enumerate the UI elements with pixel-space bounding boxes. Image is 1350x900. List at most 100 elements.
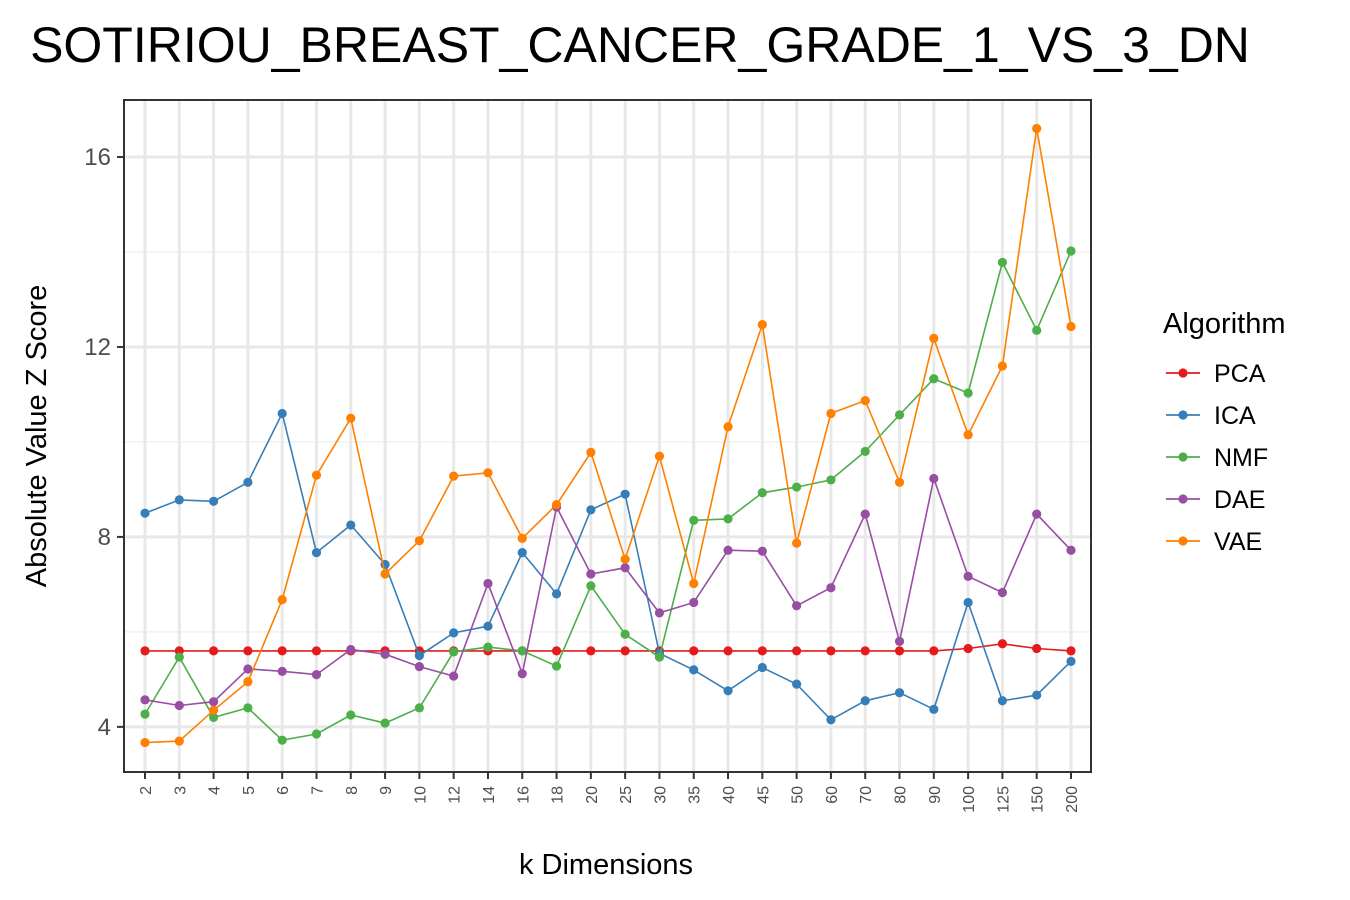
x-axis-title: k Dimensions bbox=[519, 849, 693, 881]
data-point bbox=[414, 536, 424, 546]
data-point bbox=[826, 583, 836, 593]
x-tick-label: 3 bbox=[172, 786, 189, 795]
data-point bbox=[140, 709, 150, 719]
data-point bbox=[449, 671, 459, 681]
legend-label: DAE bbox=[1214, 486, 1265, 514]
data-point bbox=[243, 477, 253, 487]
data-point bbox=[517, 533, 527, 543]
data-point bbox=[243, 646, 253, 656]
data-point bbox=[517, 646, 527, 656]
data-point bbox=[792, 482, 802, 492]
x-tick-label: 18 bbox=[550, 786, 567, 804]
data-point bbox=[963, 597, 973, 608]
data-point bbox=[860, 446, 870, 457]
data-point bbox=[689, 515, 699, 525]
data-point bbox=[140, 695, 150, 705]
data-point bbox=[586, 505, 596, 515]
series-pca bbox=[140, 639, 1076, 656]
data-point bbox=[1032, 690, 1042, 700]
x-tick-label: 25 bbox=[618, 786, 635, 804]
data-point bbox=[346, 710, 356, 720]
x-tick-label: 45 bbox=[755, 786, 772, 804]
x-tick-label: 10 bbox=[412, 786, 429, 804]
data-point bbox=[723, 422, 733, 432]
plot-panel-border bbox=[123, 99, 1092, 773]
data-point bbox=[997, 257, 1008, 268]
data-point bbox=[1032, 325, 1042, 335]
x-tick-label: 200 bbox=[1064, 786, 1081, 813]
legend-key-point bbox=[1178, 536, 1188, 546]
data-point bbox=[483, 621, 493, 631]
x-tick-label: 90 bbox=[927, 786, 944, 804]
legend-item-dae: DAE bbox=[1166, 486, 1265, 514]
data-point bbox=[586, 646, 596, 656]
data-point bbox=[174, 495, 184, 505]
data-point bbox=[380, 569, 390, 579]
data-point bbox=[620, 489, 630, 499]
data-point bbox=[208, 705, 219, 715]
data-point bbox=[243, 703, 253, 713]
series-line bbox=[145, 642, 1072, 652]
data-point bbox=[311, 470, 322, 480]
data-point bbox=[929, 646, 939, 656]
y-axis: 4 8 12 16 bbox=[84, 144, 124, 741]
legend: Algorithm PCA ICA NMF DAE VAE bbox=[1163, 308, 1286, 556]
data-point bbox=[860, 646, 870, 656]
x-tick-label: 50 bbox=[790, 786, 807, 804]
data-point bbox=[723, 686, 733, 696]
data-point bbox=[174, 736, 184, 746]
y-axis-title: Absolute Value Z Score bbox=[21, 285, 53, 588]
data-point bbox=[620, 563, 630, 573]
data-point bbox=[860, 509, 870, 519]
data-point bbox=[929, 473, 939, 484]
data-point bbox=[929, 704, 939, 714]
data-point bbox=[346, 644, 356, 655]
data-point bbox=[757, 488, 767, 498]
x-tick-label: 60 bbox=[824, 786, 841, 804]
data-point bbox=[894, 646, 905, 656]
data-point bbox=[723, 514, 733, 524]
data-point bbox=[140, 508, 150, 518]
x-axis: 2 3 4 5 6 7 8 9 10 12 14 16 18 20 25 30 35 40 45 50 60 70 80 90… bbox=[138, 772, 1081, 813]
x-tick-label: 8 bbox=[344, 786, 361, 795]
data-point bbox=[414, 651, 424, 661]
data-point bbox=[689, 578, 699, 589]
data-point bbox=[826, 475, 836, 485]
data-point bbox=[380, 718, 390, 728]
legend-label: ICA bbox=[1214, 402, 1256, 430]
x-tick-label: 30 bbox=[652, 786, 669, 804]
data-point bbox=[243, 664, 253, 674]
x-tick-label: 9 bbox=[378, 786, 395, 795]
data-point bbox=[723, 545, 733, 555]
data-point bbox=[517, 547, 527, 558]
x-tick-label: 125 bbox=[995, 786, 1012, 813]
legend-item-ica: ICA bbox=[1166, 402, 1256, 430]
x-tick-label: 4 bbox=[207, 786, 224, 795]
data-point bbox=[586, 447, 596, 457]
data-point bbox=[620, 646, 630, 656]
legend-label: VAE bbox=[1214, 528, 1262, 556]
data-point bbox=[277, 666, 287, 676]
x-tick-label: 6 bbox=[275, 786, 292, 795]
data-point bbox=[792, 679, 802, 689]
data-point bbox=[792, 601, 802, 611]
data-point bbox=[551, 500, 562, 510]
data-point bbox=[483, 468, 493, 478]
data-point bbox=[963, 388, 973, 398]
data-point bbox=[929, 333, 939, 344]
data-point bbox=[551, 661, 562, 671]
y-tick-label: 16 bbox=[84, 144, 111, 171]
data-point bbox=[826, 715, 836, 725]
data-point bbox=[997, 587, 1008, 598]
legend-title: Algorithm bbox=[1163, 308, 1286, 340]
data-point bbox=[517, 669, 527, 679]
legend-item-pca: PCA bbox=[1166, 360, 1266, 388]
x-tick-label: 2 bbox=[138, 786, 155, 795]
data-point bbox=[174, 652, 184, 662]
data-point bbox=[997, 361, 1008, 371]
data-point bbox=[414, 661, 424, 672]
data-point bbox=[311, 729, 322, 739]
data-point bbox=[1066, 321, 1076, 332]
data-point bbox=[483, 642, 493, 652]
